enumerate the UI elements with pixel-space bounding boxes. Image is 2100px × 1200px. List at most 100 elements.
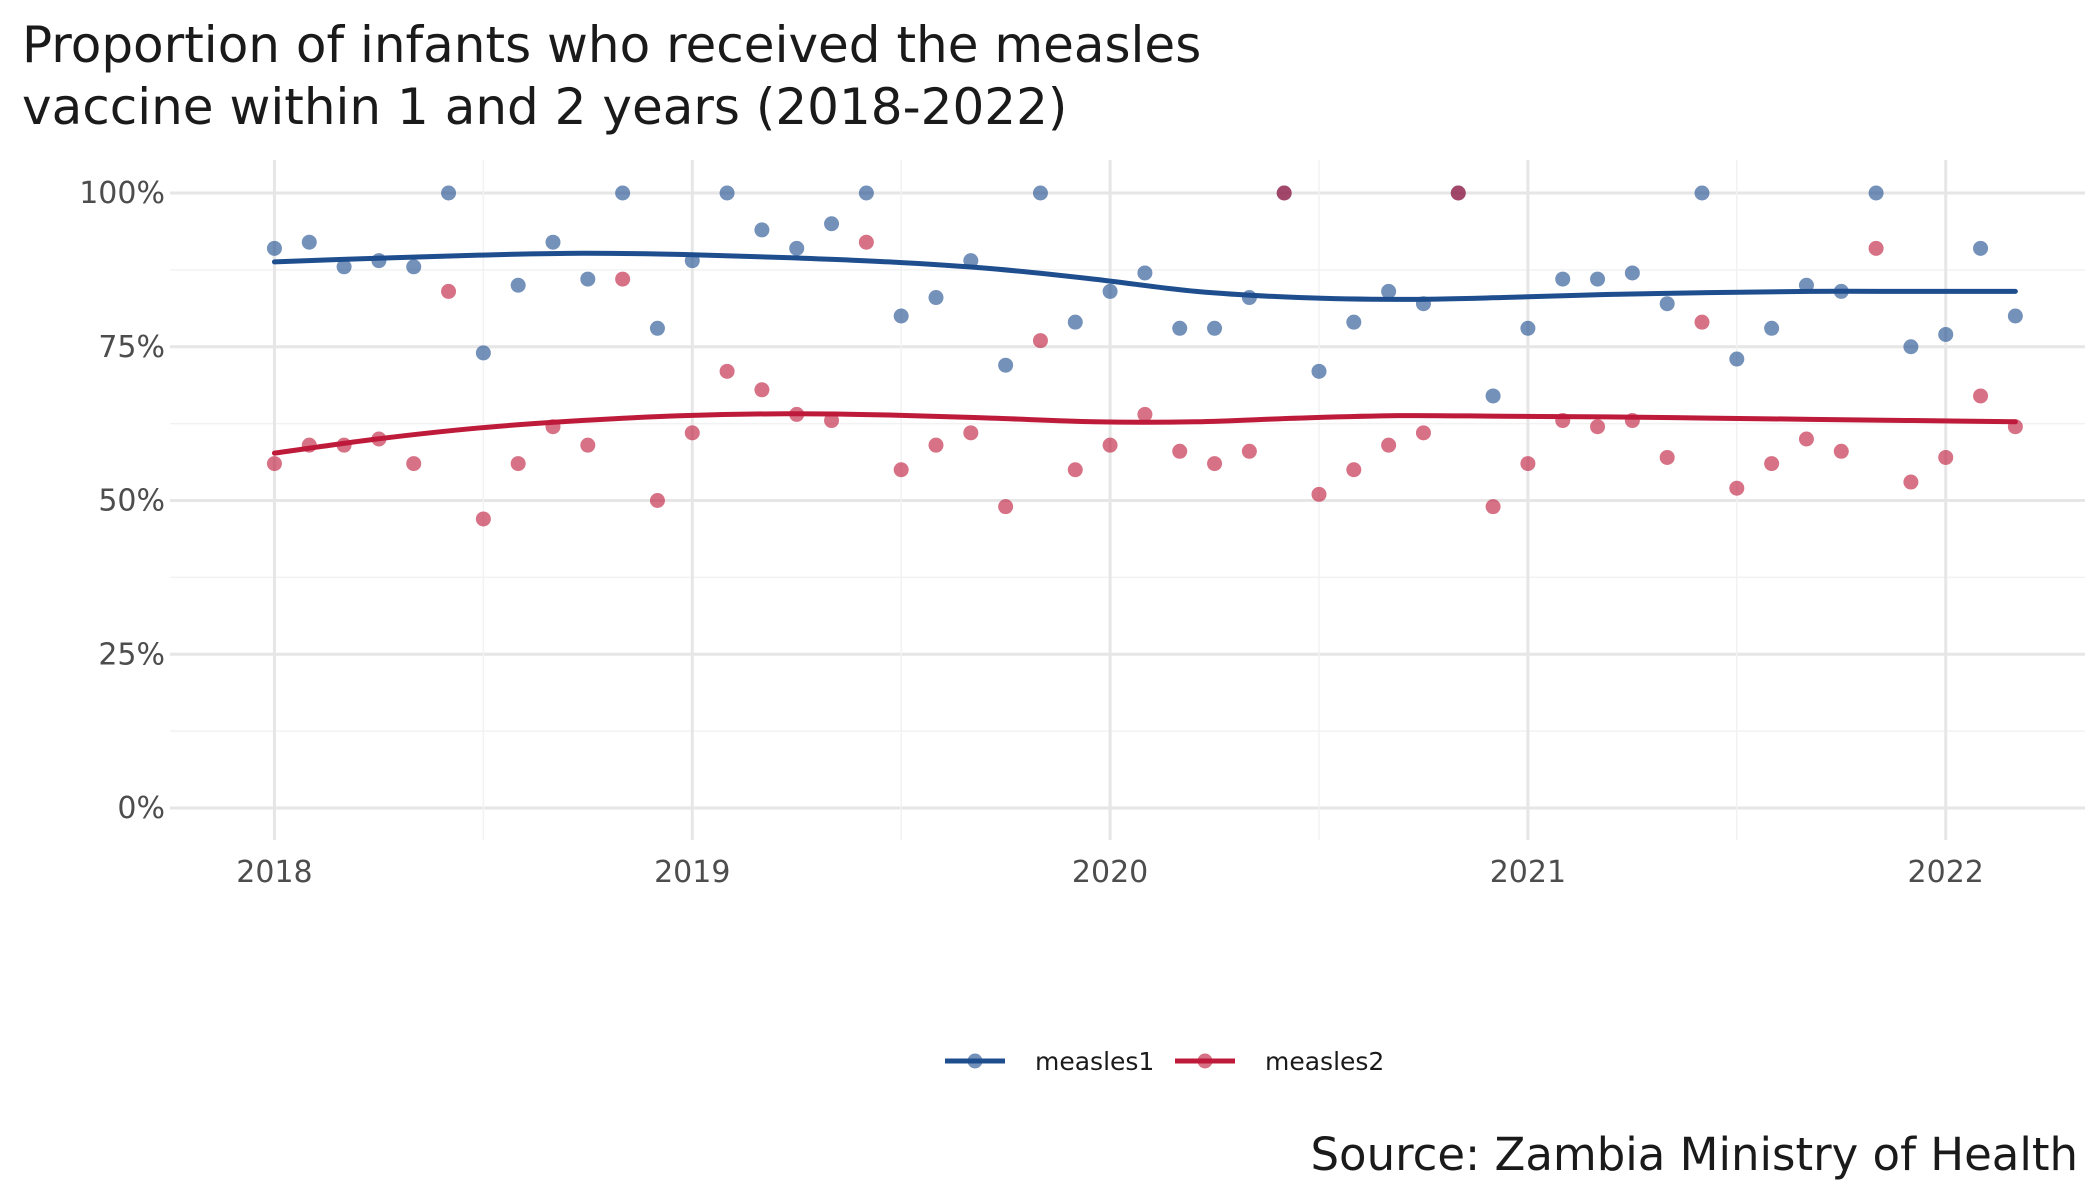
point-measles1 (649, 320, 665, 336)
point-measles1 (1903, 339, 1919, 355)
point-measles1 (1172, 320, 1188, 336)
point-measles1 (1764, 320, 1780, 336)
point-measles2 (1381, 437, 1397, 453)
x-tick-label: 2022 (1908, 855, 1984, 890)
point-measles1 (1381, 283, 1397, 299)
point-measles1 (1868, 185, 1884, 201)
point-measles1 (1694, 185, 1710, 201)
point-measles2 (406, 456, 422, 472)
point-measles2 (475, 511, 491, 527)
trend-lines (271, 250, 2018, 456)
point-measles2 (1868, 240, 1884, 256)
point-measles2 (1833, 443, 1849, 459)
source-caption: Source: Zambia Ministry of Health (1310, 1128, 2078, 1181)
point-measles2 (1485, 499, 1501, 515)
point-measles2 (1938, 449, 1954, 465)
x-tick-label: 2018 (236, 855, 312, 890)
point-measles2 (928, 437, 944, 453)
point-measles2 (893, 462, 909, 478)
point-measles1 (266, 240, 282, 256)
point-measles2 (510, 456, 526, 472)
point-measles2 (998, 499, 1014, 515)
trend-line-measles1 (271, 250, 2018, 302)
point-measles1 (1938, 326, 1954, 342)
y-tick-label: 0% (117, 791, 165, 826)
point-measles1 (893, 308, 909, 324)
point-measles2 (266, 456, 282, 472)
point-measles2 (441, 283, 457, 299)
point-measles1 (545, 234, 561, 250)
point-measles1 (719, 185, 735, 201)
point-measles2 (1798, 431, 1814, 447)
point-measles1 (1067, 314, 1083, 330)
point-measles1 (963, 253, 979, 269)
point-measles1 (824, 216, 840, 232)
point-measles2 (1590, 419, 1606, 435)
point-measles2 (1450, 185, 1466, 201)
point-measles1 (1555, 271, 1571, 287)
point-measles2 (1520, 456, 1536, 472)
chart-title-line-2: vaccine within 1 and 2 years (2018-2022) (22, 78, 1068, 136)
point-measles2 (1694, 314, 1710, 330)
point-measles2 (824, 413, 840, 429)
chart-title: Proportion of infants who received the m… (22, 14, 1422, 138)
trend-line-measles2 (271, 411, 2018, 456)
point-measles1 (371, 253, 387, 269)
point-measles1 (1833, 283, 1849, 299)
point-measles2 (789, 406, 805, 422)
point-measles2 (615, 271, 631, 287)
point-measles2 (1729, 480, 1745, 496)
point-measles2 (1172, 443, 1188, 459)
point-measles2 (1276, 185, 1292, 201)
point-measles2 (580, 437, 596, 453)
point-measles2 (1137, 406, 1153, 422)
axis-labels: 0% 25% 50% 75% 100% 2018 2019 2020 2021 2022 (79, 176, 1984, 890)
point-measles1 (2007, 308, 2023, 324)
point-measles2 (858, 234, 874, 250)
y-tick-label: 25% (98, 637, 165, 672)
point-measles1 (510, 277, 526, 293)
x-tick-label: 2019 (654, 855, 730, 890)
point-measles2 (684, 425, 700, 441)
point-measles2 (649, 493, 665, 508)
legend-label-measles1: measles1 (1035, 1047, 1154, 1076)
y-tick-label: 50% (98, 484, 165, 519)
y-tick-label: 100% (79, 176, 165, 211)
point-measles2 (1067, 462, 1083, 478)
y-tick-label: 75% (98, 330, 165, 365)
chart-title-line-1: Proportion of infants who received the m… (22, 16, 1202, 74)
point-measles2 (336, 437, 352, 453)
point-measles2 (1903, 474, 1919, 490)
point-measles2 (545, 419, 561, 435)
point-measles2 (301, 437, 317, 453)
point-measles1 (1415, 296, 1431, 312)
point-measles2 (371, 431, 387, 447)
point-measles2 (1973, 388, 1989, 404)
legend-key-point (967, 1053, 983, 1069)
point-measles2 (1415, 425, 1431, 441)
point-measles1 (475, 345, 491, 361)
point-measles1 (615, 185, 631, 201)
point-measles1 (1973, 240, 1989, 256)
point-measles1 (580, 271, 596, 287)
x-tick-label: 2021 (1490, 855, 1566, 890)
point-measles1 (1590, 271, 1606, 287)
point-measles2 (1624, 413, 1640, 429)
point-measles1 (1311, 363, 1327, 379)
point-measles2 (1659, 449, 1675, 465)
point-measles1 (1207, 320, 1223, 336)
point-measles2 (963, 425, 979, 441)
point-measles1 (1241, 290, 1257, 306)
point-measles1 (1346, 314, 1362, 330)
point-measles2 (754, 382, 770, 398)
point-measles1 (1032, 185, 1048, 201)
point-measles1 (406, 259, 422, 275)
point-measles2 (1311, 486, 1327, 502)
point-measles1 (754, 222, 770, 238)
point-measles1 (1729, 351, 1745, 367)
point-measles2 (1207, 456, 1223, 472)
point-measles1 (301, 234, 317, 250)
point-measles2 (1032, 333, 1048, 349)
data-points (266, 185, 2023, 527)
